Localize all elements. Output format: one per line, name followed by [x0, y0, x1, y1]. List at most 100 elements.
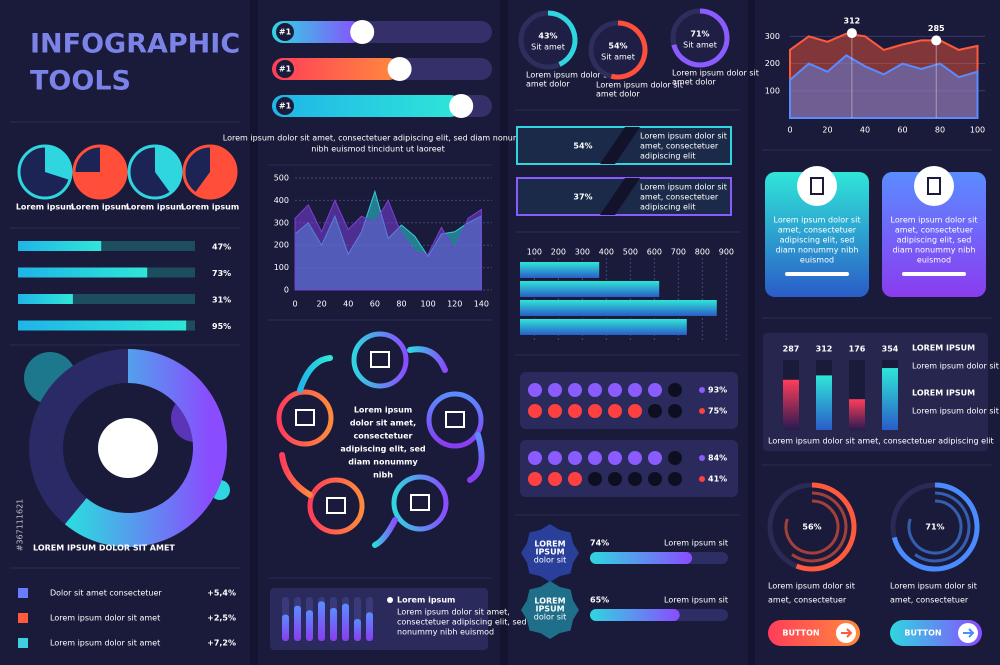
- label: 73%: [212, 269, 231, 278]
- bar: [520, 300, 717, 316]
- column-bg: [0, 0, 250, 665]
- rating-dot: [548, 451, 562, 465]
- label: Lorem ipsum dolor sit: [774, 216, 861, 225]
- rating-dot: [568, 472, 582, 486]
- label: Lorem ipsum dolor sit: [640, 183, 727, 192]
- rating-dot: [568, 383, 582, 397]
- progress-bar: [590, 609, 680, 621]
- label: Lorem ipsum dolor sit amet, consectetuer…: [768, 437, 994, 446]
- x-tick-label: 20: [822, 126, 832, 135]
- rating-dot: [588, 404, 602, 418]
- bar: [520, 319, 687, 335]
- pie-slice: [194, 146, 237, 199]
- label: amet dolor: [526, 80, 570, 89]
- info-card: [882, 172, 986, 297]
- legend-dot: [699, 408, 705, 414]
- stat-shade: [600, 127, 640, 164]
- slider-knob: [449, 94, 474, 118]
- x-tick-label: 700: [671, 248, 686, 257]
- bar: [520, 281, 660, 297]
- pie-slice: [45, 146, 72, 181]
- rating-dot: [628, 404, 642, 418]
- label: adipiscing elit, sed: [340, 445, 426, 454]
- label: LOREM: [534, 540, 565, 549]
- badge: [521, 581, 579, 639]
- cycle-node: [307, 477, 365, 535]
- label: dolor sit: [534, 556, 566, 565]
- x-tick-label: 20: [317, 300, 327, 309]
- label: 354: [882, 345, 899, 354]
- label: consectetuer: [353, 432, 412, 441]
- badge: [521, 524, 579, 582]
- legend-dot: [699, 476, 705, 482]
- progress-bar: [18, 294, 73, 304]
- bar: [783, 379, 799, 430]
- x-tick-label: 60: [370, 300, 380, 309]
- button[interactable]: [768, 620, 860, 646]
- label: 75%: [708, 407, 727, 416]
- rating-dot: [648, 472, 662, 486]
- label: amet, consectetuer: [895, 226, 974, 235]
- y-tick-label: 300: [765, 32, 780, 41]
- label: #1: [279, 65, 292, 74]
- rating-dot: [668, 451, 682, 465]
- label: 56%: [802, 523, 821, 532]
- label: 84%: [708, 454, 727, 463]
- mini-bar: [366, 612, 373, 641]
- label: amet, consectetuer: [778, 226, 857, 235]
- label: +7,2%: [207, 639, 236, 648]
- annotation-point: [846, 28, 857, 39]
- label: 41%: [708, 475, 727, 484]
- cycle-icon: [326, 497, 346, 514]
- label: adipiscing elit: [640, 203, 696, 212]
- cycle-node: [351, 331, 409, 389]
- rating-dot: [668, 472, 682, 486]
- rating-dot: [628, 472, 642, 486]
- title: TOOLS: [30, 66, 131, 97]
- pie-slice: [74, 146, 126, 198]
- list-icon: [18, 588, 28, 598]
- progress-bar: [18, 320, 187, 331]
- label: 71%: [925, 523, 944, 532]
- y-tick-label: 300: [274, 218, 289, 227]
- label: LOREM IPSUM: [912, 389, 975, 398]
- mini-bar: [294, 605, 301, 641]
- mini-bar: [282, 614, 289, 641]
- label: 47%: [212, 243, 231, 252]
- x-tick-label: 100: [420, 300, 435, 309]
- slider-fill: [272, 95, 462, 117]
- x-tick-label: 100: [527, 248, 542, 257]
- watermark: #367111621: [16, 499, 25, 552]
- label: Lorem ipsum: [126, 203, 184, 212]
- label: 37%: [573, 193, 592, 202]
- label: 176: [849, 345, 866, 354]
- cycle-node: [276, 389, 334, 447]
- label: +5,4%: [207, 589, 236, 598]
- label: #1: [279, 28, 292, 37]
- label: amet, consectetuer: [768, 596, 847, 605]
- gauge-arc: [671, 8, 730, 68]
- label: amet, consectetuer: [640, 142, 719, 151]
- heading: LOREM IPSUM DOLOR SIT AMET: [33, 544, 175, 553]
- label: Lorem ipsum dolor sit: [891, 216, 978, 225]
- progress-track: [18, 294, 195, 304]
- button-label: BUTTON: [904, 629, 941, 638]
- rating-dot: [548, 383, 562, 397]
- label: dolor sit: [534, 613, 566, 622]
- slider-badge: [276, 23, 294, 41]
- ring-deco: [907, 499, 963, 555]
- label: amet dolor: [672, 78, 716, 87]
- button[interactable]: [890, 620, 982, 646]
- rating-dot: [528, 451, 542, 465]
- label: nibh: [373, 471, 393, 480]
- label: Lorem ipsum dolor sit amet, consectetuer…: [223, 134, 534, 143]
- mini-bar: [306, 610, 313, 641]
- cycle-arrow: [407, 346, 448, 373]
- rating-dot: [568, 404, 582, 418]
- label: 312: [844, 17, 861, 26]
- info-icon: [914, 166, 954, 206]
- mini-bar: [330, 608, 337, 641]
- progress-bar: [18, 267, 148, 278]
- label: Lorem ipsum dolor sit: [768, 582, 855, 591]
